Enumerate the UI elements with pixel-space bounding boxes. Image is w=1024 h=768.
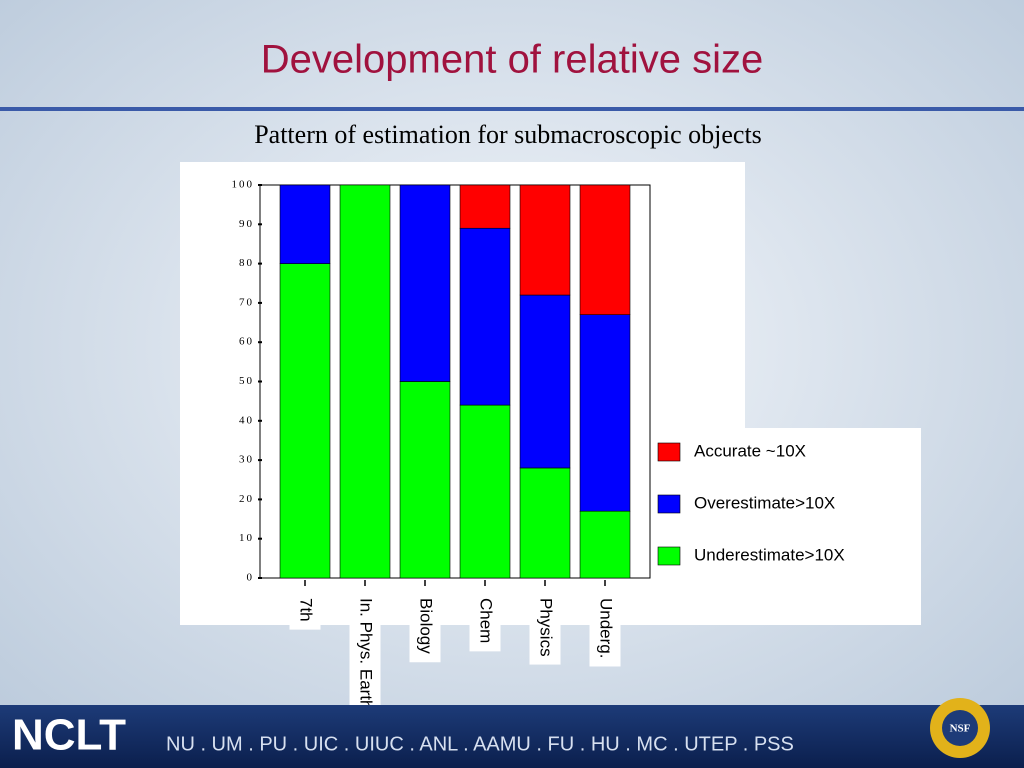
- x-label-box: [349, 590, 381, 718]
- bar-segment: [459, 227, 511, 406]
- bar-segment: [579, 510, 631, 579]
- legend-panel: [650, 428, 921, 625]
- y-tick-label: 60: [239, 336, 254, 348]
- legend-swatch: [657, 494, 681, 514]
- x-label-box: [289, 590, 321, 630]
- bar-segment: [579, 184, 631, 315]
- subtitle: Pattern of estimation for submacroscopic…: [254, 120, 762, 149]
- bar-segment: [579, 314, 631, 512]
- x-tick-label: Biology: [417, 598, 436, 654]
- bar-segment: [519, 467, 571, 579]
- bar-segment: [519, 294, 571, 469]
- bar-segment: [279, 184, 331, 264]
- bar-segment: [519, 184, 571, 296]
- legend-label: Underestimate>10X: [694, 545, 845, 564]
- x-label-box: [469, 590, 501, 652]
- y-tick-label: 20: [239, 493, 254, 505]
- x-tick-label: Physics: [537, 598, 556, 657]
- nsf-badge-inner: [942, 710, 978, 746]
- y-tick-label: 0: [247, 572, 255, 584]
- y-tick-label: 70: [239, 296, 254, 308]
- x-tick-label: Chem: [477, 598, 496, 643]
- legend-label: Accurate ~10X: [694, 441, 806, 460]
- x-tick-label: Underg.: [597, 598, 616, 658]
- y-tick-label: 30: [239, 454, 254, 466]
- slide-title: Development of relative size: [261, 38, 763, 82]
- chart: 0 10 20 30 40 50 60 70 80 90 100 7th In. Phys. Earth…: [232, 179, 845, 718]
- y-tick-label: 100: [232, 179, 255, 191]
- bar-segment: [399, 184, 451, 382]
- legend-label: Overestimate>10X: [694, 493, 835, 512]
- x-label-box: [589, 590, 621, 667]
- legend-swatch: [657, 442, 681, 462]
- x-tick-label: 7th: [297, 598, 316, 622]
- bar-segment: [339, 184, 391, 579]
- x-label-box: [409, 590, 441, 663]
- footer-logo: NCLT: [12, 711, 126, 760]
- bar-segment: [459, 404, 511, 579]
- y-tick-label: 50: [239, 375, 254, 387]
- y-tick-label: 90: [239, 218, 254, 230]
- footer-band: [0, 705, 1024, 768]
- y-tick-label: 80: [239, 257, 254, 269]
- y-tick-label: 10: [239, 532, 254, 544]
- bar-segment: [399, 381, 451, 579]
- y-tick-label: 40: [239, 414, 254, 426]
- bar-segment: [279, 263, 331, 579]
- legend-swatch: [657, 546, 681, 566]
- footer-partners: NU . UM . PU . UIC . UIUC . ANL . AAMU .…: [166, 733, 794, 755]
- x-tick-label: In. Phys. Earth: [357, 598, 376, 710]
- bar-segment: [459, 184, 511, 229]
- title-rule: [0, 107, 1024, 111]
- nsf-text: NSF: [950, 723, 971, 735]
- x-label-box: [529, 590, 561, 665]
